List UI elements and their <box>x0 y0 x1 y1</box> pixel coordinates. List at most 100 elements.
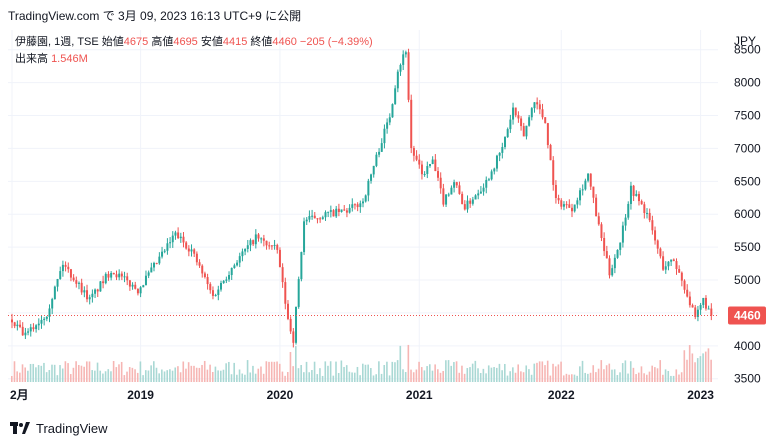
volume-bar <box>418 361 420 382</box>
candle-body <box>209 284 212 291</box>
candle-body <box>96 289 99 292</box>
candle-body <box>190 249 193 252</box>
candle-body <box>372 165 375 175</box>
volume-bar <box>217 370 219 382</box>
volume-bar <box>123 375 126 382</box>
volume-bar <box>262 373 265 382</box>
volume-bar <box>61 368 64 382</box>
candle-body <box>412 148 415 156</box>
volume-bar <box>345 365 348 382</box>
volume-bar <box>219 370 222 382</box>
volume-bar <box>362 363 364 382</box>
volume-bar <box>412 372 415 382</box>
candle-body <box>643 204 646 214</box>
volume-bar <box>236 374 238 382</box>
candle-body <box>437 171 440 178</box>
candle-body <box>142 285 145 288</box>
candle-body <box>624 217 627 226</box>
candle-body <box>238 256 241 263</box>
y-tick-label: 8500 <box>734 43 761 57</box>
x-tick-label: 2022 <box>548 388 575 402</box>
candle-body <box>683 280 686 290</box>
volume-bar <box>428 364 431 382</box>
candle-body <box>525 125 528 137</box>
candle-body <box>206 277 209 285</box>
candle-body <box>522 126 525 137</box>
candle-body <box>568 204 571 208</box>
candle-body <box>305 219 308 222</box>
volume-bar <box>155 367 158 382</box>
volume-bar <box>375 374 377 382</box>
legend-ohlc: 伊藤園, 1週, TSE 始値4675 高値4695 安値4415 終値4460… <box>15 34 373 48</box>
candle-body <box>469 200 472 204</box>
candle-body <box>126 276 129 281</box>
volume-bar <box>203 360 206 382</box>
candle-body <box>383 128 386 144</box>
candle-body <box>147 272 150 276</box>
candle-body <box>166 243 169 251</box>
candle-body <box>541 109 544 118</box>
volume-bar <box>201 364 203 382</box>
candle-body <box>536 102 539 105</box>
candle-body <box>203 273 206 278</box>
candle-body <box>407 52 410 100</box>
candle-body <box>364 195 367 202</box>
volume-bar <box>195 367 198 382</box>
candle-body <box>506 129 509 138</box>
candle-body <box>688 296 691 306</box>
volume-bar <box>163 371 166 382</box>
volume-bar <box>278 363 281 382</box>
volume-bar <box>533 363 536 382</box>
candle-body <box>53 286 56 300</box>
candle-body <box>702 297 705 305</box>
candle-body <box>351 204 354 208</box>
y-tick-label: 8000 <box>734 76 761 90</box>
candle-body <box>587 173 590 181</box>
candle-body <box>399 64 402 72</box>
candle-body <box>498 152 501 156</box>
volume-bar <box>619 372 621 382</box>
candle-body <box>680 272 683 281</box>
volume-bar <box>174 367 177 382</box>
volume-bar <box>11 375 13 382</box>
candle-body <box>565 204 568 206</box>
volume-bar <box>506 375 509 382</box>
volume-bar <box>442 371 444 382</box>
volume-bar <box>246 360 249 382</box>
volume-bar <box>118 364 120 382</box>
candle-body <box>327 211 330 213</box>
volume-bar <box>80 365 83 382</box>
candle-body <box>637 193 640 202</box>
candle-body <box>270 245 273 247</box>
volume-bar <box>249 372 252 382</box>
candle-body <box>595 197 598 217</box>
last-price-label: 4460 <box>734 309 761 323</box>
candle-body <box>40 319 43 324</box>
candle-body <box>262 238 265 241</box>
candle-body <box>201 265 204 274</box>
candle-body <box>150 267 153 273</box>
candle-body <box>380 143 383 152</box>
volume-bar <box>16 371 18 382</box>
volume-bar <box>139 361 142 382</box>
candle-body <box>83 290 86 293</box>
volume-bar <box>270 361 273 382</box>
candle-body <box>300 252 303 280</box>
volume-bar <box>568 374 570 382</box>
volume-bar <box>431 370 434 382</box>
volume-bar <box>694 362 696 382</box>
candle-body <box>236 262 239 266</box>
candle-body <box>554 184 557 199</box>
volume-bar <box>372 375 375 382</box>
candle-body <box>158 256 161 264</box>
volume-bar <box>554 366 557 382</box>
candle-body <box>423 173 426 175</box>
candle-body <box>632 185 635 196</box>
volume-bar <box>380 373 383 382</box>
candle-body <box>155 262 158 264</box>
candle-body <box>394 88 397 105</box>
volume-bar <box>27 370 29 382</box>
volume-bar <box>680 372 683 382</box>
volume-bar <box>241 373 244 382</box>
